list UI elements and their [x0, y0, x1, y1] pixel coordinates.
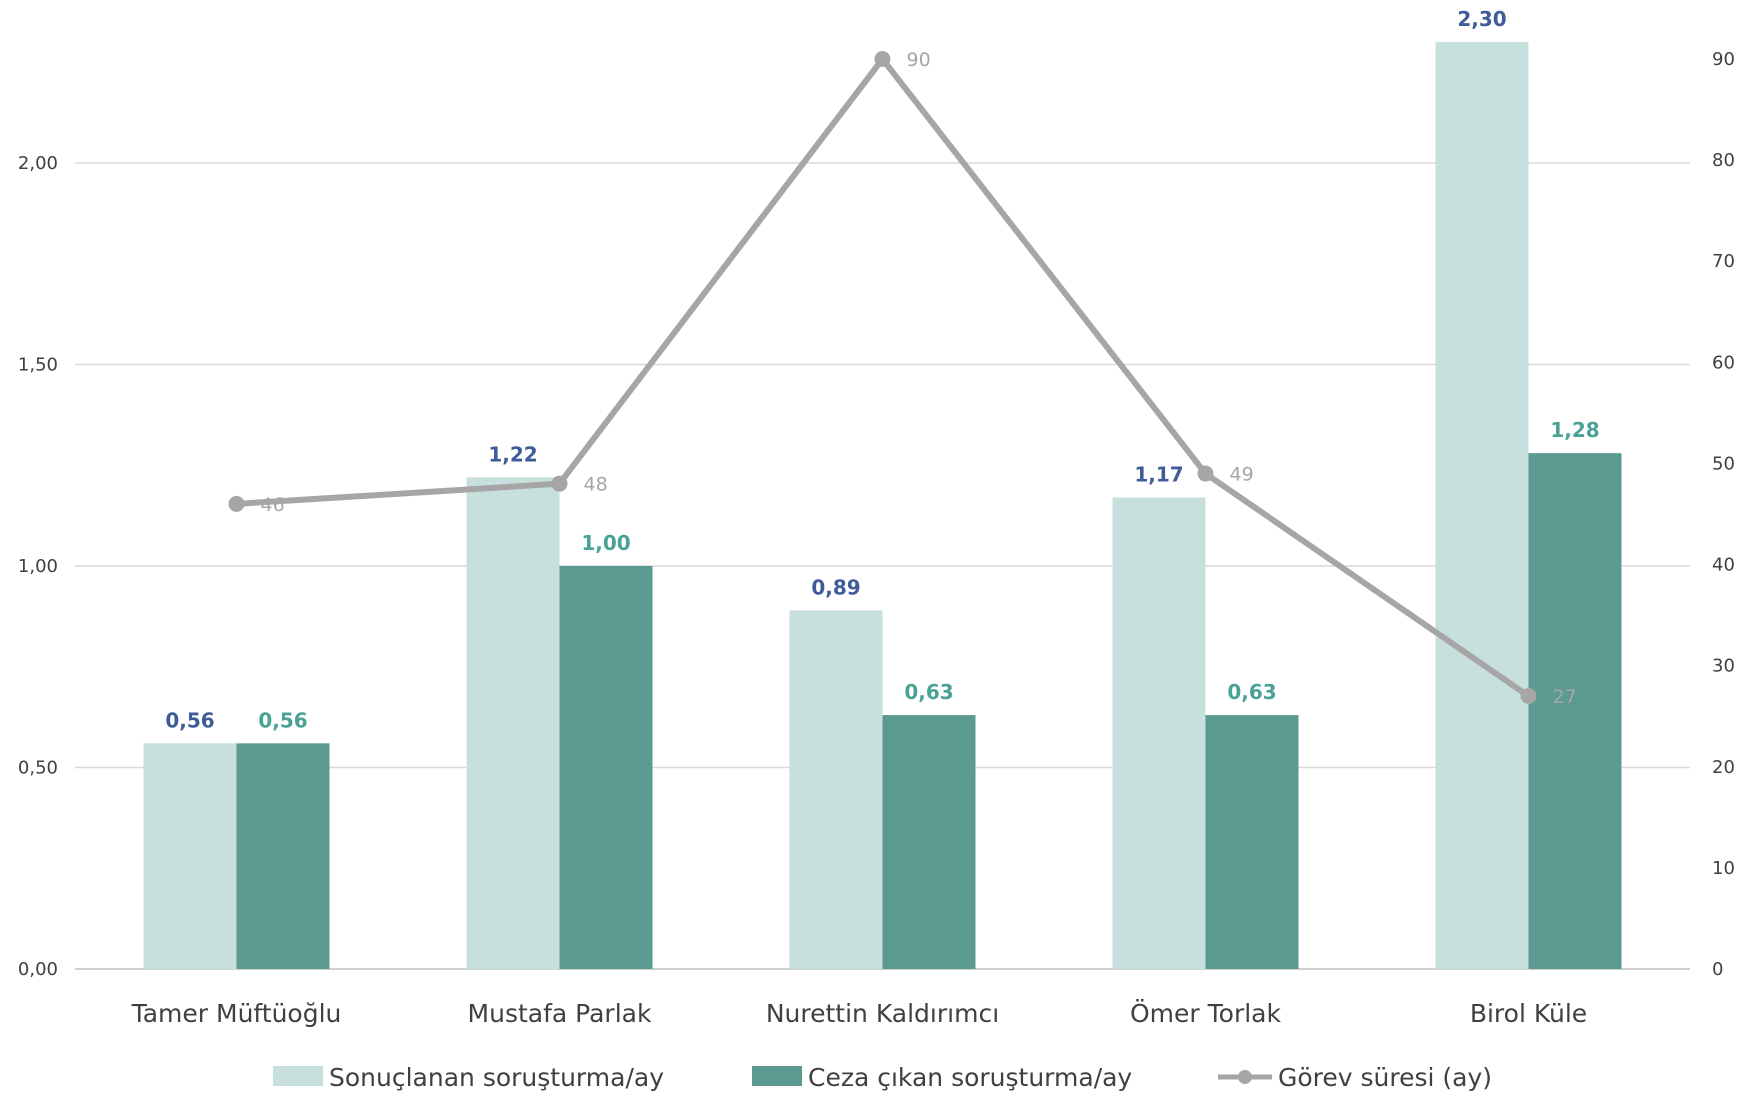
legend-swatch-ceza: [752, 1066, 802, 1086]
right-tick-label: 20: [1712, 757, 1735, 778]
right-tick-label: 50: [1712, 453, 1735, 474]
bar-sonuclanan: [1435, 42, 1529, 970]
bar-sonuclanan: [1112, 497, 1206, 969]
bar-ceza: [559, 566, 653, 969]
data-label-ceza: 0,56: [258, 708, 307, 732]
data-label-sonuclanan: 1,22: [488, 442, 537, 466]
right-y-axis: 0 10 20 30 40 50 60 70 80 90: [1712, 49, 1735, 980]
left-y-axis: 0,00 0,50 1,00 1,50 2,00: [18, 153, 58, 980]
category-label: Birol Küle: [1470, 999, 1587, 1028]
line-point: [228, 495, 245, 512]
right-tick-label: 90: [1712, 49, 1735, 70]
left-tick-label: 0,50: [18, 758, 58, 779]
bar-ceza: [882, 715, 976, 969]
gridlines: [75, 162, 1690, 970]
data-label-ceza: 0,63: [904, 680, 953, 704]
left-tick-label: 0,00: [18, 959, 58, 980]
data-label-gorev-suresi: 27: [1553, 686, 1577, 708]
data-label-sonuclanan: 1,17: [1134, 462, 1183, 486]
data-label-ceza: 1,28: [1550, 418, 1599, 442]
bar-ceza: [1205, 715, 1299, 969]
category-label: Mustafa Parlak: [468, 999, 652, 1028]
legend-label-gorev: Görev süresi (ay): [1278, 1063, 1492, 1092]
data-label-gorev-suresi: 48: [584, 474, 608, 496]
data-label-sonuclanan: 0,56: [165, 708, 214, 732]
line-point: [874, 51, 891, 67]
bar-sonuclanan: [143, 743, 237, 969]
legend-label-sonuclanan: Sonuçlanan soruşturma/ay: [329, 1063, 664, 1092]
category-label: Tamer Müftüoğlu: [131, 999, 342, 1028]
line-point: [551, 475, 568, 492]
right-tick-label: 30: [1712, 656, 1735, 677]
line-point: [1520, 688, 1537, 704]
line-point: [1197, 465, 1214, 482]
category-label: Nurettin Kaldırımcı: [766, 999, 999, 1028]
data-label-sonuclanan: 0,89: [811, 575, 860, 599]
bars: [143, 42, 1622, 970]
right-tick-label: 0: [1712, 959, 1723, 980]
right-tick-label: 60: [1712, 352, 1735, 373]
right-tick-label: 70: [1712, 251, 1735, 272]
bar-sonuclanan: [466, 477, 560, 969]
legend: Sonuçlanan soruşturma/ay Ceza çıkan soruş…: [273, 1063, 1492, 1092]
data-labels: 0,56 0,56 1,22 1,00 0,89 0,63 1,17 0,63 2,30 1,28…: [165, 7, 1599, 732]
left-tick-label: 1,50: [18, 355, 58, 376]
right-tick-label: 80: [1712, 150, 1735, 171]
right-tick-label: 10: [1712, 858, 1735, 879]
data-label-gorev-suresi: 90: [907, 49, 931, 71]
data-label-sonuclanan: 2,30: [1457, 7, 1506, 31]
legend-swatch-gorev-marker: [1238, 1070, 1252, 1084]
data-label-ceza: 1,00: [581, 531, 630, 555]
bar-ceza: [236, 743, 330, 969]
category-axis: Tamer Müftüoğlu Mustafa Parlak Nurettin Ka…: [131, 999, 1588, 1028]
bar-sonuclanan: [789, 610, 883, 969]
bar-ceza: [1528, 453, 1622, 969]
legend-swatch-sonuclanan: [273, 1066, 323, 1086]
line-series: [228, 51, 1537, 704]
data-label-gorev-suresi: 46: [261, 494, 285, 516]
data-label-gorev-suresi: 49: [1230, 464, 1254, 486]
left-tick-label: 1,00: [18, 556, 58, 577]
data-label-ceza: 0,63: [1227, 680, 1276, 704]
legend-label-ceza: Ceza çıkan soruşturma/ay: [808, 1063, 1132, 1092]
left-tick-label: 2,00: [18, 153, 58, 174]
line-gorev-suresi: [233, 56, 1532, 699]
category-label: Ömer Torlak: [1130, 999, 1281, 1028]
right-tick-label: 40: [1712, 555, 1735, 576]
